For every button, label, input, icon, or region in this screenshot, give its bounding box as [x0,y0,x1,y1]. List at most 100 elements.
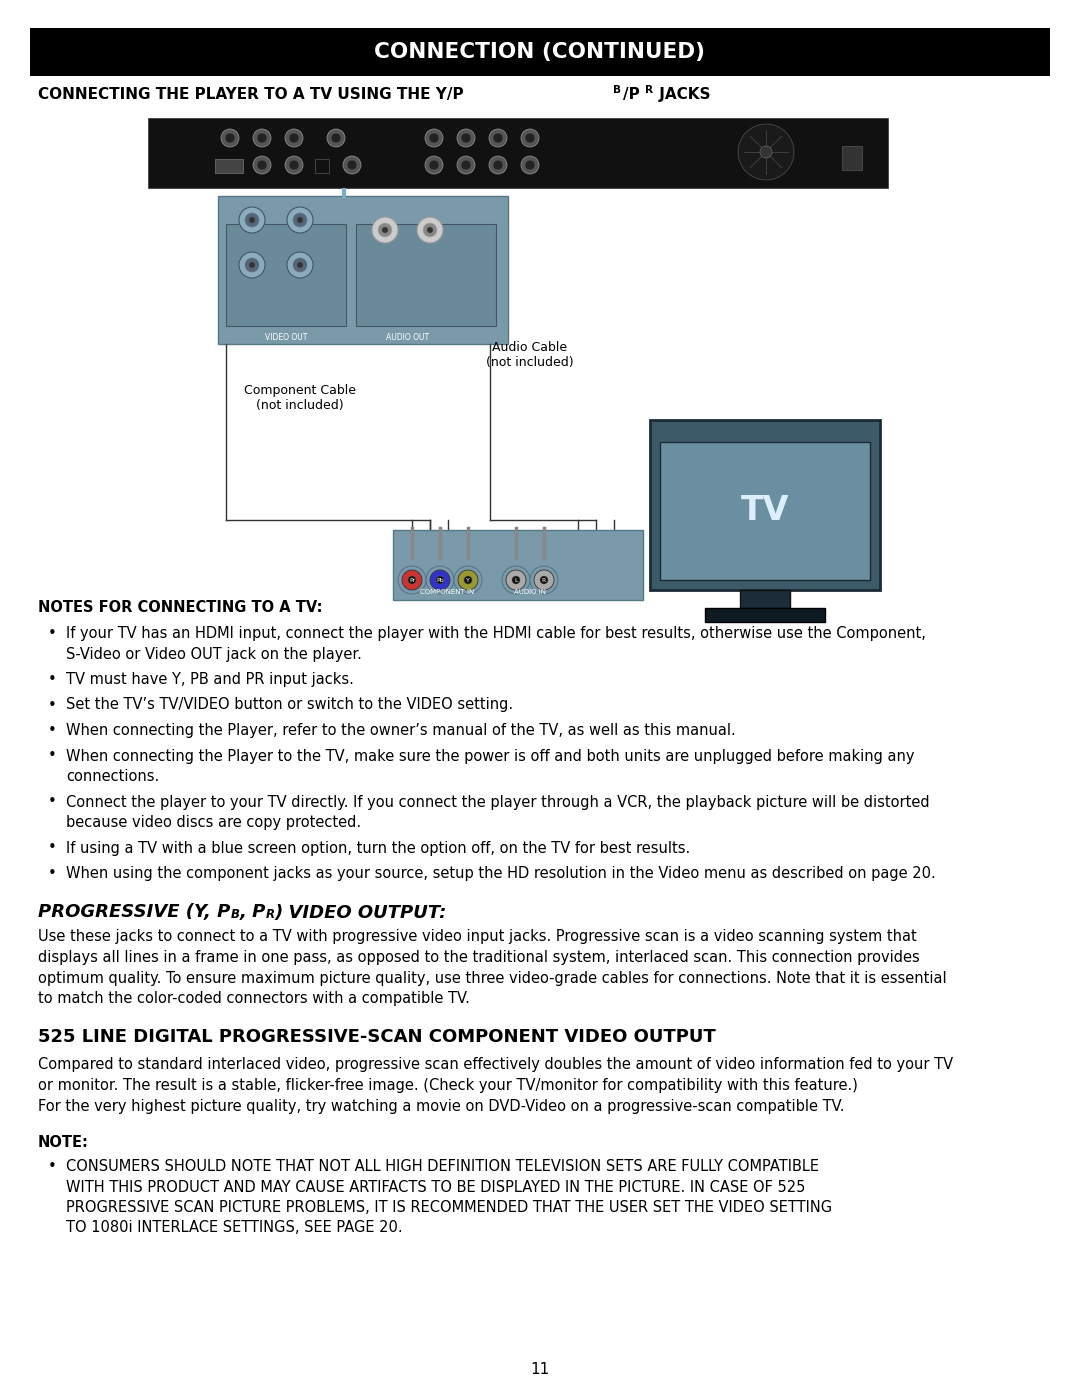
Bar [393,529,643,599]
Text: TV: TV [741,495,789,528]
Circle shape [225,133,235,142]
Circle shape [257,161,267,170]
Circle shape [399,566,426,594]
Circle shape [461,161,471,170]
Circle shape [525,133,535,142]
Text: For the very highest picture quality, try watching a movie on DVD-Video on a pro: For the very highest picture quality, tr… [38,1098,845,1113]
Text: NOTE:: NOTE: [38,1134,89,1150]
Text: displays all lines in a frame in one pass, as opposed to the traditional system,: displays all lines in a frame in one pas… [38,950,920,965]
Text: Y: Y [467,577,470,583]
Circle shape [253,129,271,147]
Text: VIDEO OUT: VIDEO OUT [265,334,307,342]
Circle shape [372,217,399,243]
Text: Audio Cable
(not included): Audio Cable (not included) [486,341,573,369]
Circle shape [285,129,303,147]
Circle shape [525,161,535,170]
Bar [226,224,346,326]
Circle shape [285,156,303,175]
Bar [218,196,508,344]
Circle shape [253,156,271,175]
Circle shape [330,133,341,142]
Circle shape [249,263,255,268]
Circle shape [457,129,475,147]
Circle shape [429,133,438,142]
Bar [842,147,862,170]
Text: , P: , P [240,904,266,922]
Circle shape [430,570,450,590]
Text: •: • [48,841,57,855]
Circle shape [402,570,422,590]
Text: •: • [48,866,57,882]
Text: 525 LINE DIGITAL PROGRESSIVE-SCAN COMPONENT VIDEO OUTPUT: 525 LINE DIGITAL PROGRESSIVE-SCAN COMPON… [38,1028,716,1045]
Circle shape [427,226,433,233]
Circle shape [426,156,443,175]
Text: If your TV has an HDMI input, connect the player with the HDMI cable for best re: If your TV has an HDMI input, connect th… [66,626,926,641]
Text: Pr: Pr [409,577,415,583]
Circle shape [429,161,438,170]
Circle shape [457,156,475,175]
Circle shape [738,124,794,180]
Text: PROGRESSIVE (Y, P: PROGRESSIVE (Y, P [38,904,230,922]
Text: AUDIO OUT: AUDIO OUT [387,334,430,342]
Text: Use these jacks to connect to a TV with progressive video input jacks. Progressi: Use these jacks to connect to a TV with … [38,929,917,944]
Circle shape [464,576,472,584]
Bar [705,608,825,622]
Circle shape [289,161,299,170]
Text: Set the TV’s TV/VIDEO button or switch to the VIDEO setting.: Set the TV’s TV/VIDEO button or switch t… [66,697,513,712]
Bar [356,224,496,326]
Circle shape [221,129,239,147]
Text: •: • [48,1160,57,1173]
Text: R: R [645,85,653,95]
Circle shape [507,570,526,590]
Text: L: L [514,577,517,583]
Text: •: • [48,626,57,641]
Text: because video discs are copy protected.: because video discs are copy protected. [66,814,361,830]
Text: S-Video or Video OUT jack on the player.: S-Video or Video OUT jack on the player. [66,647,362,662]
Circle shape [760,147,772,158]
Text: If using a TV with a blue screen option, turn the option off, on the TV for best: If using a TV with a blue screen option,… [66,841,690,855]
Circle shape [245,258,259,272]
Bar [30,28,1050,75]
Text: optimum quality. To ensure maximum picture quality, use three video-grade cables: optimum quality. To ensure maximum pictu… [38,971,947,985]
Circle shape [378,224,392,237]
Circle shape [327,129,345,147]
Text: When using the component jacks as your source, setup the HD resolution in the Vi: When using the component jacks as your s… [66,866,935,882]
Text: •: • [48,795,57,809]
Circle shape [530,566,558,594]
Text: When connecting the Player to the TV, make sure the power is off and both units : When connecting the Player to the TV, ma… [66,749,915,764]
Text: Component Cable
(not included): Component Cable (not included) [244,384,356,412]
Text: AUDIO IN: AUDIO IN [514,590,546,595]
Circle shape [512,576,519,584]
Text: ) VIDEO OUTPUT:: ) VIDEO OUTPUT: [274,904,447,922]
Text: •: • [48,672,57,687]
Circle shape [287,207,313,233]
Bar [315,159,329,173]
Circle shape [293,212,307,226]
Text: TV must have Y, PB and PR input jacks.: TV must have Y, PB and PR input jacks. [66,672,354,687]
Text: When connecting the Player, refer to the owner’s manual of the TV, as well as th: When connecting the Player, refer to the… [66,724,735,738]
Circle shape [239,207,265,233]
Circle shape [297,217,303,224]
Text: Connect the player to your TV directly. If you connect the player through a VCR,: Connect the player to your TV directly. … [66,795,930,809]
Text: B: B [613,85,621,95]
Circle shape [426,566,454,594]
Text: or monitor. The result is a stable, flicker-free image. (Check your TV/monitor f: or monitor. The result is a stable, flic… [38,1078,858,1092]
Circle shape [297,263,303,268]
Text: NOTES FOR CONNECTING TO A TV:: NOTES FOR CONNECTING TO A TV: [38,599,323,615]
Circle shape [436,576,444,584]
Circle shape [249,217,255,224]
Circle shape [502,566,530,594]
Bar [148,117,888,189]
Circle shape [245,212,259,226]
Circle shape [492,161,503,170]
Text: JACKS: JACKS [654,87,711,102]
Circle shape [293,258,307,272]
Text: R: R [266,908,274,921]
Circle shape [417,217,443,243]
Circle shape [289,133,299,142]
Text: PROGRESSIVE SCAN PICTURE PROBLEMS, IT IS RECOMMENDED THAT THE USER SET THE VIDEO: PROGRESSIVE SCAN PICTURE PROBLEMS, IT IS… [66,1200,832,1215]
Text: Pb: Pb [436,577,444,583]
Text: R: R [542,577,546,583]
Circle shape [382,226,388,233]
Circle shape [489,156,507,175]
